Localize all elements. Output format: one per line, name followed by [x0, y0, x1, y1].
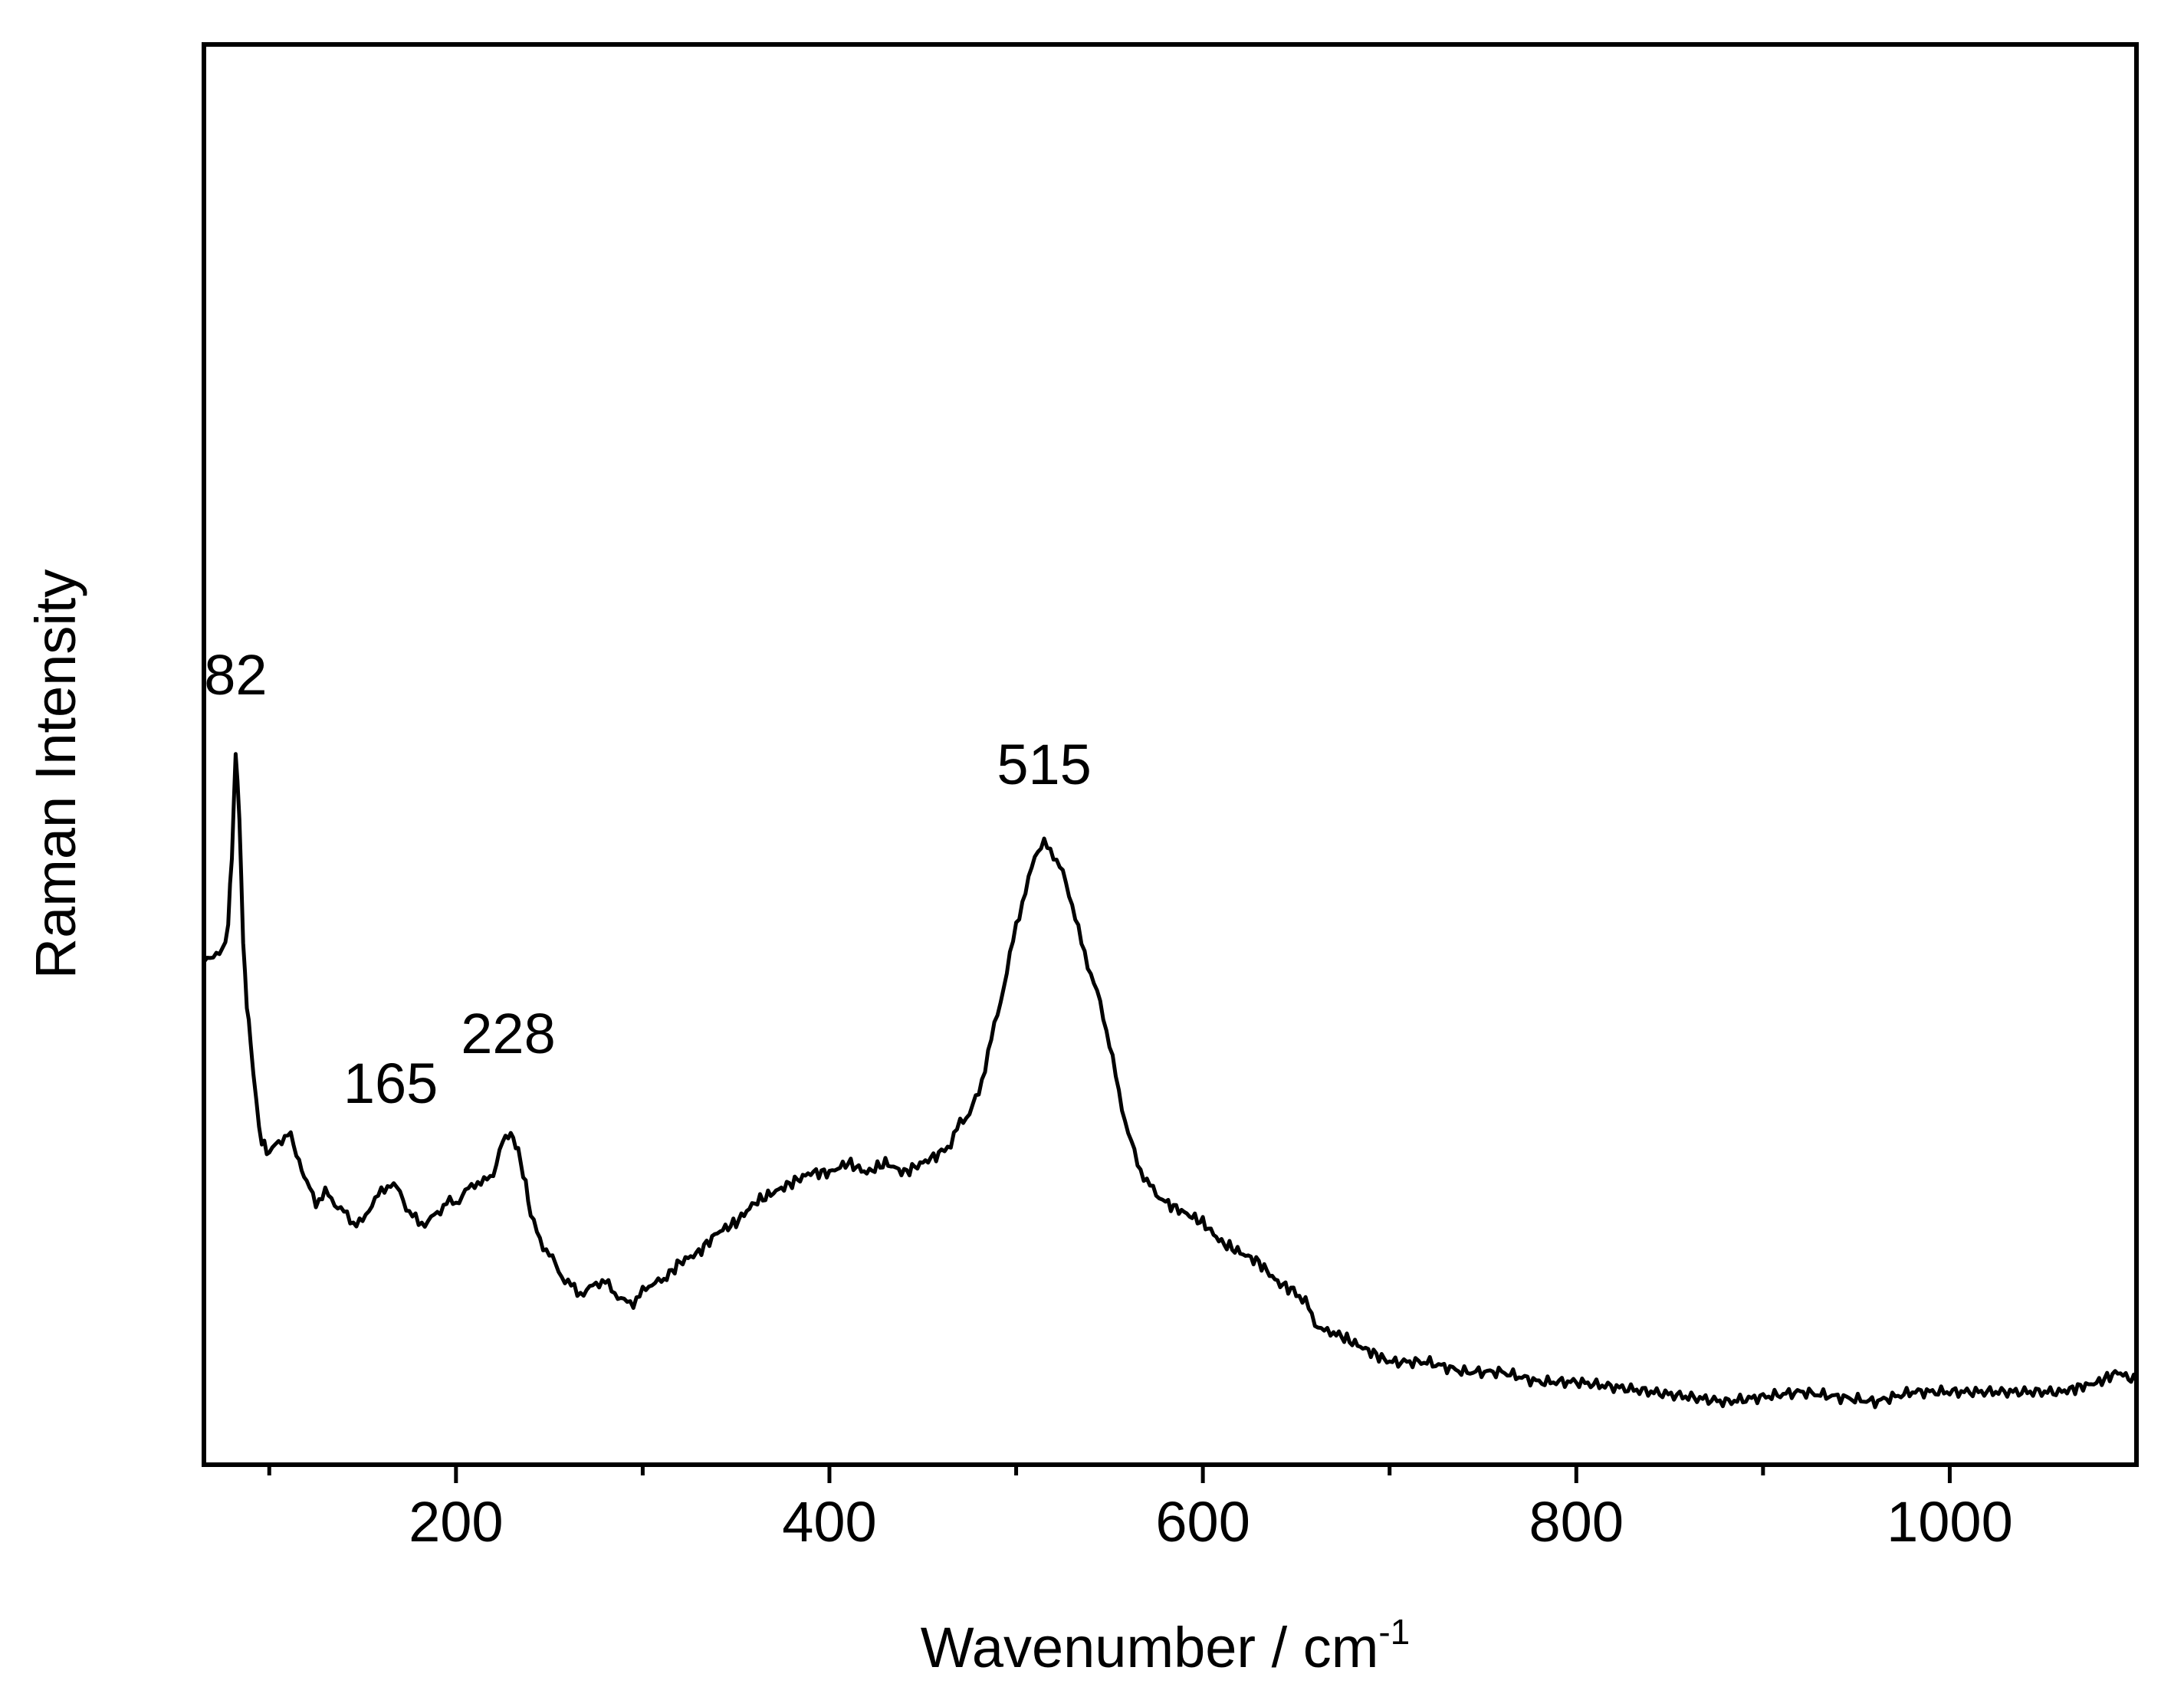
peak-label-228: 228 [461, 1002, 555, 1065]
x-tick-label: 200 [409, 1490, 503, 1554]
x-tick-label: 1000 [1887, 1490, 2013, 1554]
plot-frame [202, 42, 2139, 1467]
x-axis-ticks [267, 1465, 1952, 1483]
x-tick-label: 800 [1529, 1490, 1624, 1554]
peak-label-82: 82 [204, 643, 267, 707]
peak-label-515: 515 [997, 733, 1091, 796]
x-axis-title-superscript: -1 [1378, 1612, 1410, 1652]
x-tick-label: 600 [1155, 1490, 1250, 1554]
x-axis-tick-labels: 200 400 600 800 1000 [409, 1490, 2013, 1554]
peak-annotations: 82 165 228 515 [204, 643, 1092, 1115]
x-axis-title: Wavenumber / cm-1 [921, 1612, 1411, 1679]
peak-label-165: 165 [343, 1052, 438, 1115]
x-tick-label: 400 [782, 1490, 876, 1554]
y-axis-title: Raman Intensity [24, 569, 87, 980]
spectrum-line [202, 752, 2139, 1410]
